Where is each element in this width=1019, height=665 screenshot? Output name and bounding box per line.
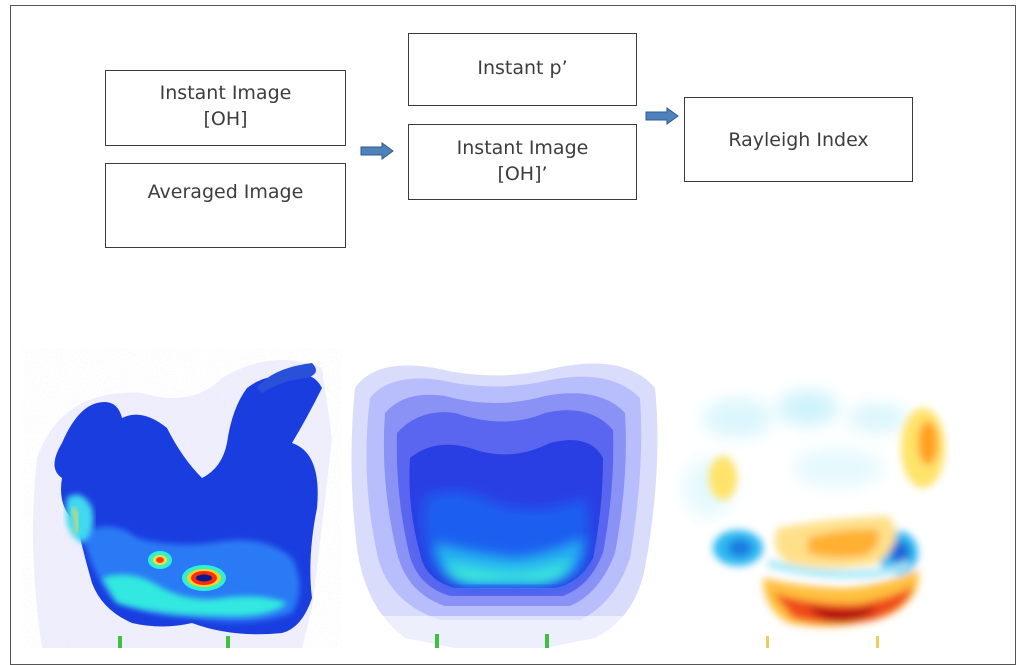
averaged-image-label: Averaged Image	[147, 181, 304, 203]
instant-image-fluct-line2: [OH]’	[497, 162, 548, 185]
instant-image-line1: Instant Image	[159, 82, 292, 104]
instant-image-fluct-box: Instant Image [OH]’	[408, 124, 637, 200]
instant-image-box: Instant Image [OH]	[105, 70, 346, 146]
rayleigh-index-map	[683, 390, 945, 648]
averaged-image-box: Averaged Image	[105, 163, 346, 248]
instant-image-fluct-line1: Instant Image	[456, 137, 589, 159]
rayleigh-index-box: Rayleigh Index	[684, 97, 913, 182]
rayleigh-index-label: Rayleigh Index	[728, 129, 869, 151]
instant-image-line2: [OH]	[203, 107, 248, 130]
instant-p-label: Instant p’	[477, 57, 568, 79]
arrow-right-icon	[360, 142, 394, 160]
arrow-right-icon	[645, 107, 679, 125]
averaged-oh-image	[345, 363, 665, 648]
instant-oh-image	[22, 348, 342, 648]
instant-p-box: Instant p’	[408, 33, 637, 106]
